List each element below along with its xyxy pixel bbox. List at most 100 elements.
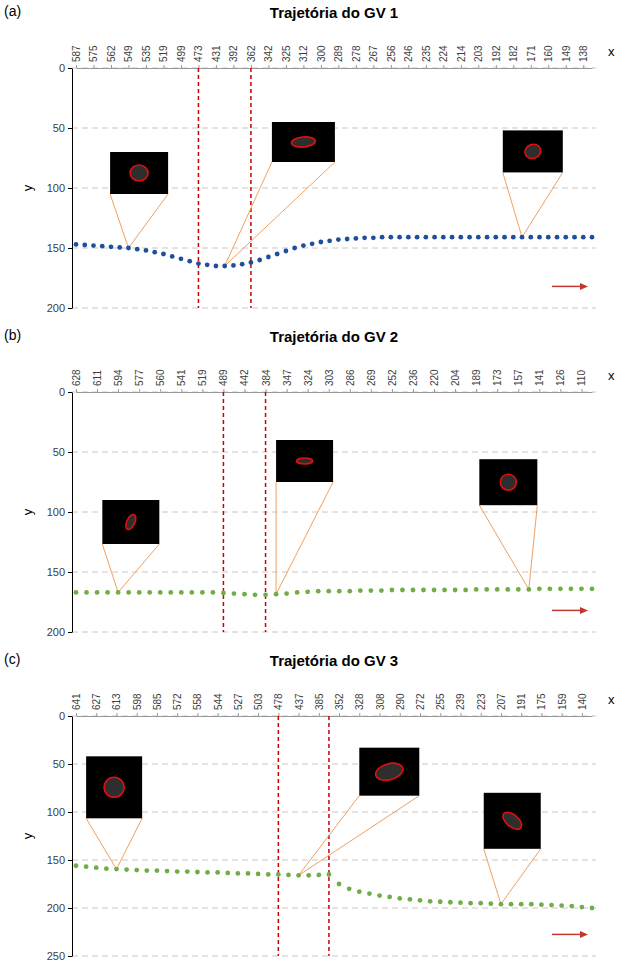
- y-axis: 050100150200: [47, 386, 73, 638]
- data-point: [478, 901, 483, 906]
- data-point: [579, 586, 584, 591]
- inset-image: [503, 130, 563, 172]
- inset-image: [484, 793, 541, 849]
- y-axis-title: y: [20, 832, 35, 839]
- x-tick: 204: [450, 369, 461, 392]
- tick-mark: [68, 128, 72, 129]
- chart-title: Trajetória do GV 2: [270, 328, 398, 345]
- tick-mark: [96, 713, 97, 716]
- y-tick: 100: [47, 806, 72, 818]
- data-point: [337, 882, 342, 887]
- tick-label: 175: [536, 693, 547, 710]
- data-point: [249, 260, 254, 265]
- reference-line: [198, 68, 200, 308]
- data-point: [546, 235, 551, 240]
- x-tick: 149: [561, 45, 572, 68]
- leader-line: [225, 162, 272, 266]
- data-point: [263, 592, 268, 597]
- tick-label: 252: [387, 369, 398, 386]
- tick-mark: [338, 65, 339, 68]
- leader-line: [276, 482, 277, 594]
- x-tick: 362: [246, 45, 257, 68]
- chart-title: Trajetória do GV 1: [270, 4, 398, 21]
- x-tick: 160: [543, 45, 554, 68]
- flow-arrow-head: [580, 931, 588, 938]
- tick-mark: [238, 713, 239, 716]
- y-tick: 0: [59, 386, 72, 398]
- tick-mark: [68, 956, 72, 957]
- x-tick: 503: [253, 693, 264, 716]
- x-tick: 558: [192, 693, 203, 716]
- data-point: [511, 235, 516, 240]
- data-point: [137, 590, 142, 595]
- x-tick: 140: [577, 693, 588, 716]
- data-point: [337, 589, 342, 594]
- data-point: [205, 262, 210, 267]
- data-point: [581, 235, 586, 240]
- data-point: [274, 592, 279, 597]
- tick-mark: [146, 65, 147, 68]
- tick-label: 385: [314, 693, 325, 710]
- data-point: [590, 586, 595, 591]
- tick-label: 214: [456, 45, 467, 62]
- data-point: [225, 871, 230, 876]
- tick-mark: [319, 713, 320, 716]
- data-point: [175, 869, 180, 874]
- tick-label: 560: [155, 369, 166, 386]
- data-point: [165, 869, 170, 874]
- x-tick: 594: [113, 369, 124, 392]
- tick-label: 541: [176, 369, 187, 386]
- x-tick: 141: [534, 369, 545, 392]
- reference-line: [250, 68, 252, 308]
- tick-label: 141: [534, 369, 545, 386]
- y-tick: 150: [47, 566, 72, 578]
- tick-label: 594: [113, 369, 124, 386]
- tick-mark: [539, 389, 540, 392]
- tick-mark: [97, 389, 98, 392]
- leader-line: [529, 505, 538, 589]
- data-point: [104, 866, 109, 871]
- tick-mark: [476, 389, 477, 392]
- axis-line: [77, 68, 593, 69]
- x-tick: 175: [536, 693, 547, 716]
- insets: [110, 122, 563, 266]
- x-tick: 613: [111, 693, 122, 716]
- tick-label: 312: [298, 45, 309, 62]
- data-point: [387, 895, 392, 900]
- data-point: [253, 592, 258, 597]
- axis-line: [72, 717, 73, 957]
- flow-arrow: [552, 610, 582, 612]
- tick-label: 289: [333, 45, 344, 62]
- reference-line: [223, 392, 225, 632]
- tick-mark: [321, 65, 322, 68]
- tick-mark: [413, 389, 414, 392]
- data-point: [284, 249, 289, 254]
- tick-label: 519: [158, 45, 169, 62]
- data-point: [572, 235, 577, 240]
- data-point: [590, 235, 595, 240]
- tick-mark: [76, 713, 77, 716]
- data-point: [347, 589, 352, 594]
- tick-mark: [258, 713, 259, 716]
- data-point: [74, 590, 79, 595]
- tick-label: 544: [213, 693, 224, 710]
- tick-label: 0: [59, 710, 65, 722]
- x-tick: 157: [513, 369, 524, 392]
- flow-arrow: [552, 286, 582, 288]
- cell-outline: [297, 458, 313, 464]
- data-point: [301, 243, 306, 248]
- tick-mark: [287, 389, 288, 392]
- inset-image: [276, 440, 333, 482]
- x-tick: 431: [211, 45, 222, 68]
- leader-line: [299, 796, 360, 876]
- tick-label: 50: [53, 122, 65, 134]
- x-tick: 159: [557, 693, 568, 716]
- tick-mark: [481, 713, 482, 716]
- y-tick: 50: [53, 446, 72, 458]
- x-tick: 598: [132, 693, 143, 716]
- tick-mark: [181, 65, 182, 68]
- data-point: [519, 902, 524, 907]
- tick-label: 138: [578, 45, 589, 62]
- data-point: [292, 246, 297, 251]
- data-point: [276, 872, 281, 877]
